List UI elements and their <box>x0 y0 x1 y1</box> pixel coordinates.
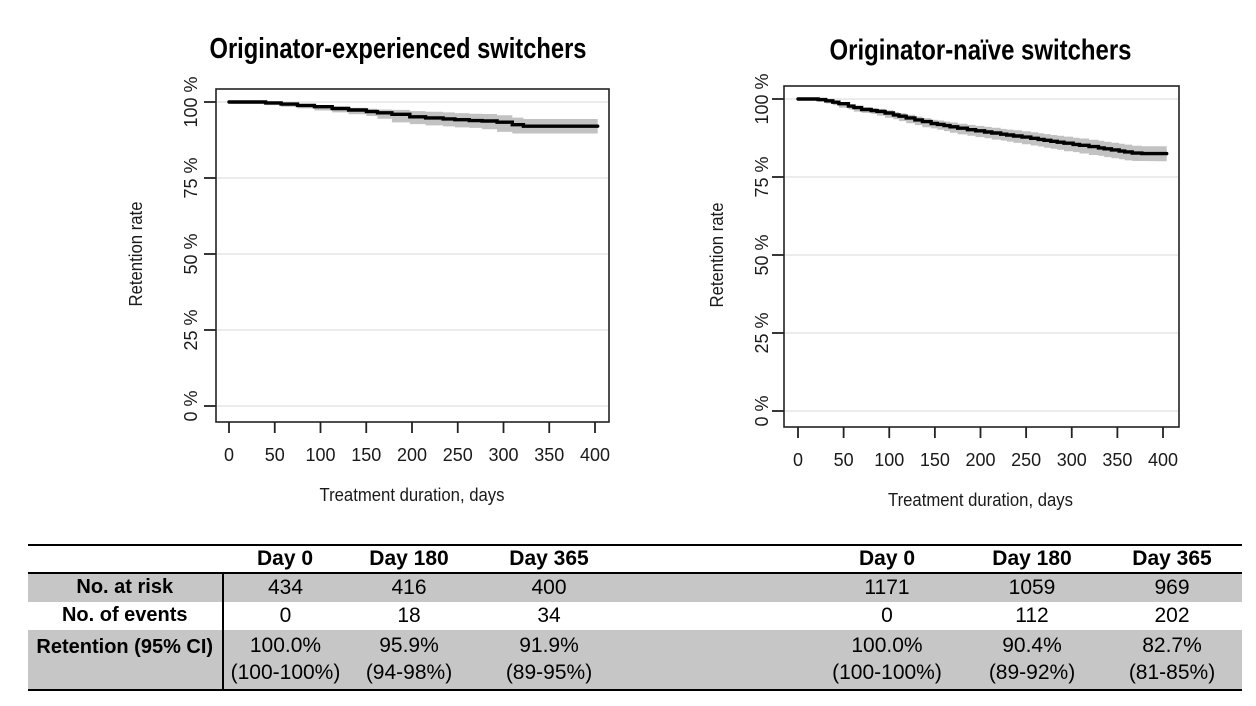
svg-text:250: 250 <box>443 445 473 465</box>
svg-text:350: 350 <box>1102 450 1132 470</box>
svg-text:0: 0 <box>224 445 234 465</box>
svg-text:250: 250 <box>1011 450 1041 470</box>
svg-text:Originator-experienced switche: Originator-experienced switchers <box>210 33 587 65</box>
svg-text:150: 150 <box>920 450 950 470</box>
svg-text:50 %: 50 % <box>181 233 201 274</box>
svg-text:25 %: 25 % <box>181 309 201 350</box>
svg-text:200: 200 <box>397 445 427 465</box>
svg-text:400: 400 <box>1148 450 1178 470</box>
svg-text:0 %: 0 % <box>752 395 772 426</box>
svg-text:Originator-naïve switchers: Originator-naïve switchers <box>830 35 1132 67</box>
svg-text:150: 150 <box>351 445 381 465</box>
svg-text:200: 200 <box>965 450 995 470</box>
svg-text:25 %: 25 % <box>752 312 772 353</box>
svg-text:100: 100 <box>874 450 904 470</box>
svg-text:400: 400 <box>580 445 610 465</box>
svg-text:300: 300 <box>488 445 518 465</box>
svg-text:75 %: 75 % <box>752 156 772 197</box>
svg-text:Treatment duration, days: Treatment duration, days <box>888 490 1073 510</box>
svg-text:Retention rate: Retention rate <box>707 203 727 308</box>
svg-text:50 %: 50 % <box>752 234 772 275</box>
svg-text:300: 300 <box>1057 450 1087 470</box>
svg-text:350: 350 <box>534 445 564 465</box>
svg-text:75 %: 75 % <box>181 157 201 198</box>
svg-text:Treatment duration, days: Treatment duration, days <box>320 485 505 505</box>
svg-text:50: 50 <box>834 450 854 470</box>
svg-text:100 %: 100 % <box>752 73 772 124</box>
svg-text:0: 0 <box>793 450 803 470</box>
svg-text:100: 100 <box>305 445 335 465</box>
svg-text:0 %: 0 % <box>181 390 201 421</box>
svg-text:100 %: 100 % <box>181 76 201 127</box>
svg-text:Retention rate: Retention rate <box>126 202 146 307</box>
svg-text:50: 50 <box>265 445 285 465</box>
